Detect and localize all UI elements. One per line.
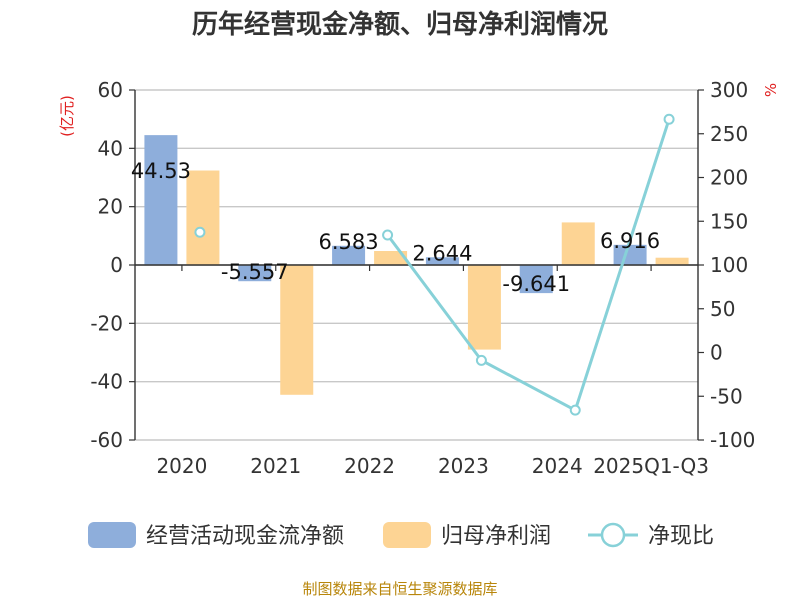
bar-net-profit (374, 251, 408, 265)
axes: 6040200-20-40-60300250200150100500-50-10… (90, 78, 755, 478)
right-axis-tick-label: 50 (710, 297, 735, 321)
ratio-point (194, 226, 206, 238)
right-axis-tick-label: -100 (710, 428, 755, 452)
ratio-line-path (386, 118, 671, 413)
bar-cash-flow (238, 265, 272, 282)
left-axis-tick-label: 60 (98, 78, 123, 102)
data-label: 2.644 (412, 241, 472, 265)
data-label: 44.53 (131, 159, 191, 183)
bar-cash-flow (144, 135, 178, 265)
x-axis-tick-label: 2020 (156, 454, 207, 478)
bar-net-profit (467, 265, 501, 350)
left-axis-unit: (亿元) (58, 95, 76, 137)
legend: 经营活动现金流净额 归母净利润 净现比 (88, 522, 714, 549)
data-label: -9.641 (502, 272, 570, 296)
right-axis-tick-label: 300 (710, 78, 748, 102)
ratio-point (569, 404, 581, 416)
x-axis-tick-label: 2024 (532, 454, 583, 478)
data-label: 6.916 (600, 229, 660, 253)
right-axis-tick-label: 0 (710, 341, 723, 365)
legend-label: 经营活动现金流净额 (146, 524, 344, 549)
right-axis-tick-label: -50 (710, 384, 743, 408)
bar-net-profit (186, 170, 220, 265)
right-axis-unit: % (762, 83, 780, 97)
left-axis-tick-label: 0 (110, 253, 123, 277)
ratio-point (382, 229, 394, 241)
right-axis-tick-label: 100 (710, 253, 748, 277)
left-axis-tick-label: 40 (98, 136, 123, 160)
bar-cash-flow (425, 257, 459, 265)
legend-label: 净现比 (648, 524, 714, 549)
right-axis-tick-label: 150 (710, 209, 748, 233)
x-axis-tick-label: 2021 (250, 454, 301, 478)
left-axis-tick-label: -20 (90, 311, 123, 335)
bar-net-profit (280, 265, 314, 395)
ratio-point (663, 113, 675, 125)
bars (144, 135, 689, 395)
legend-swatch (383, 522, 431, 548)
legend-swatch (88, 522, 136, 548)
bar-net-profit (655, 257, 689, 265)
bar-cash-flow (613, 244, 647, 265)
ratio-point (475, 354, 487, 366)
source-note: 制图数据来自恒生聚源数据库 (302, 580, 497, 598)
x-axis-tick-label: 2022 (344, 454, 395, 478)
left-axis-tick-label: 20 (98, 195, 123, 219)
right-axis-tick-label: 200 (710, 166, 748, 190)
chart-title: 历年经营现金净额、归母净利润情况 (192, 9, 608, 40)
bar-cash-flow (519, 265, 553, 294)
ratio-line (194, 113, 675, 416)
legend-swatch-marker (600, 522, 626, 548)
legend-label: 归母净利润 (441, 524, 551, 549)
left-axis-tick-label: -40 (90, 370, 123, 394)
bar-cash-flow (332, 245, 366, 265)
bar-net-profit (561, 222, 595, 265)
x-axis-tick-label: 2025Q1-Q3 (593, 454, 709, 478)
data-label: 6.583 (319, 230, 379, 254)
left-axis-tick-label: -60 (90, 428, 123, 452)
x-axis-tick-label: 2023 (438, 454, 489, 478)
right-axis-tick-label: 250 (710, 122, 748, 146)
data-label: -5.557 (221, 260, 289, 284)
data-labels: 44.53 -5.557 6.583 2.644 -9.641 6.916 (131, 159, 660, 296)
